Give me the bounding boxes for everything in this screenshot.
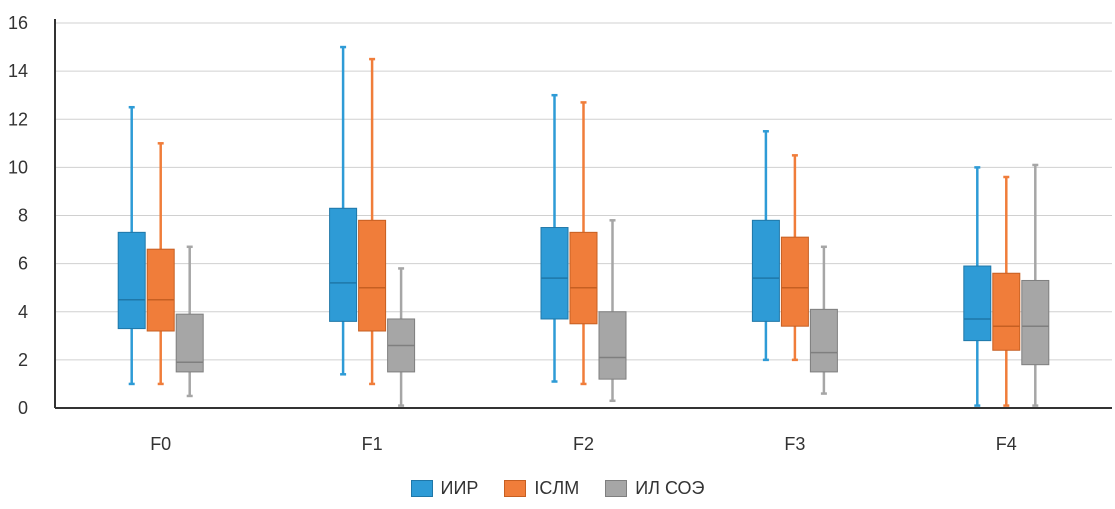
y-tick-label: 8 [18, 206, 28, 226]
plot-area [117, 45, 1050, 407]
legend-label-series-2: ICЛМ [534, 477, 580, 498]
box-body [780, 236, 809, 327]
box-body [598, 311, 627, 380]
y-tick-label: 0 [18, 398, 28, 418]
box-1-F3 [751, 130, 780, 362]
legend-item-series-3: ИЛ СОЭ [605, 477, 705, 499]
y-tick-label: 14 [8, 61, 28, 81]
box-2-F1 [358, 57, 387, 386]
axes [54, 19, 1112, 409]
box-1-F0 [117, 105, 146, 386]
legend-item-series-2: ICЛМ [504, 478, 579, 499]
box-body [146, 248, 175, 332]
box-3-F0 [175, 245, 204, 398]
legend-label-series-3: ИЛ СОЭ [635, 477, 705, 498]
box-body [1021, 279, 1050, 366]
x-axis-tick-labels: F0 F1 F2 F3 F4 [150, 434, 1017, 454]
box-body [809, 308, 838, 373]
x-tick-label: F4 [996, 434, 1017, 454]
legend-swatch-series-3 [605, 479, 628, 497]
box-3-F4 [1021, 163, 1050, 407]
box-3-F2 [598, 219, 627, 403]
y-axis-tick-labels: 0 2 4 6 8 10 12 14 16 [8, 13, 28, 418]
boxplot-chart: 0 2 4 6 8 10 12 14 16 F0 F1 F2 F3 F4 [8, 13, 1112, 454]
box-body [569, 231, 598, 325]
y-tick-label: 12 [8, 109, 28, 129]
box-2-F0 [146, 142, 175, 386]
legend-swatch-series-1 [410, 479, 433, 497]
x-tick-label: F2 [573, 434, 594, 454]
legend-swatch-series-2 [504, 479, 527, 497]
y-tick-label: 2 [18, 350, 28, 370]
legend-item-series-1: ИИР [410, 477, 479, 499]
y-tick-label: 4 [18, 302, 28, 322]
box-3-F3 [809, 245, 838, 395]
box-2-F2 [569, 101, 598, 386]
box-1-F1 [329, 45, 358, 376]
box-3-F1 [387, 267, 416, 407]
legend-label-series-1: ИИР [440, 477, 479, 498]
box-body [992, 272, 1021, 351]
box-body [963, 265, 992, 342]
box-2-F3 [780, 154, 809, 362]
box-1-F4 [963, 166, 992, 407]
y-tick-label: 16 [8, 13, 28, 33]
box-body [540, 227, 569, 320]
legend: ИИР ICЛМ ИЛ СОЭ [0, 470, 1115, 506]
box-body [329, 207, 358, 322]
box-body [117, 231, 146, 330]
x-tick-label: F0 [150, 434, 171, 454]
box-body [358, 219, 387, 332]
box-2-F4 [992, 175, 1021, 407]
box-body [175, 313, 204, 373]
box-1-F2 [540, 93, 569, 383]
x-tick-label: F1 [362, 434, 383, 454]
y-tick-label: 10 [8, 157, 28, 177]
x-tick-label: F3 [784, 434, 805, 454]
y-tick-label: 6 [18, 254, 28, 274]
box-body [751, 219, 780, 322]
